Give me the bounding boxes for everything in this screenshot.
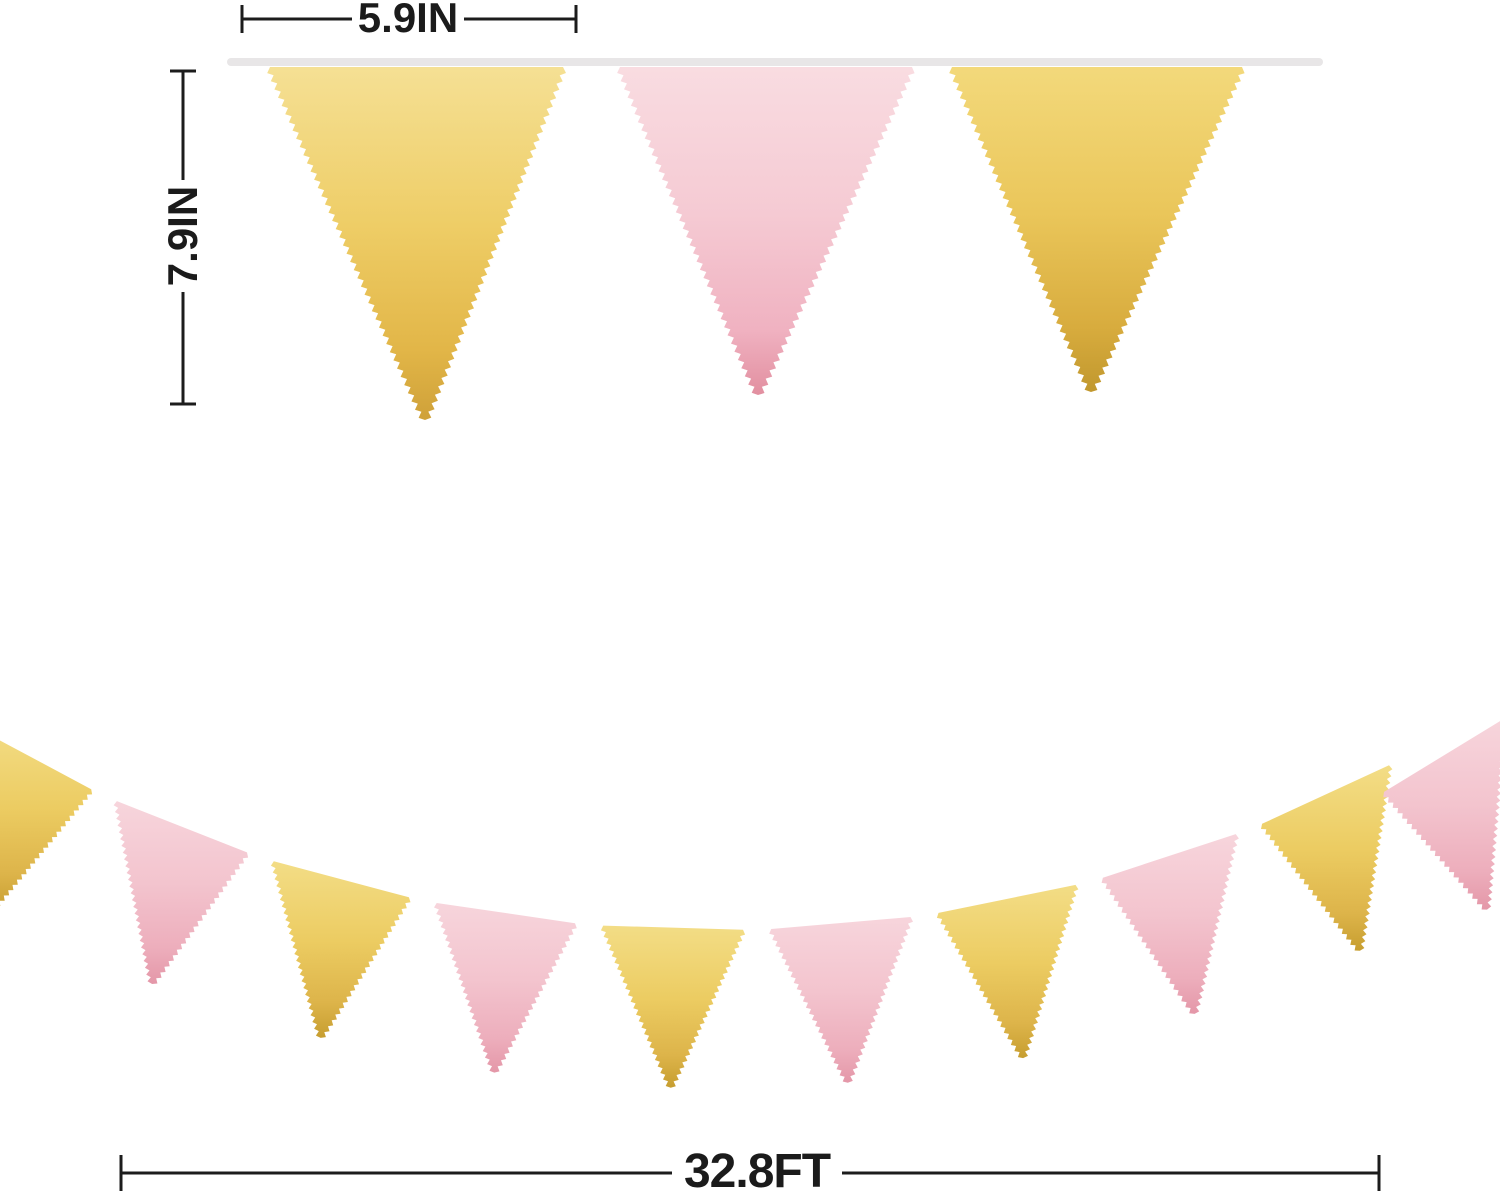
bottom-pennant-9-gold [1261, 765, 1393, 951]
bottom-pennant-8-pink [1101, 834, 1239, 1014]
bottom-pennant-4-pink [434, 903, 577, 1073]
top-pennant-2-pink [617, 67, 915, 395]
bottom-pennant-2-pink [113, 801, 249, 984]
hanging-ribbon [227, 58, 1323, 66]
top-pennant-3-gold [949, 67, 1245, 392]
bottom-pennant-6-pink [769, 917, 913, 1083]
bottom-pennant-3-gold [270, 861, 411, 1038]
bottom-pennant-10-pink [1383, 721, 1500, 910]
bottom-pennant-1-gold [0, 740, 93, 907]
flag-height-label: 7.9IN [159, 185, 206, 287]
banner-length-label: 32.8FT [683, 1145, 831, 1195]
top-pennant-1-gold [267, 67, 566, 420]
bottom-pennant-7-gold [936, 884, 1079, 1059]
flag-width-label: 5.9IN [357, 0, 459, 41]
dimension-lines [119, 5, 1381, 1191]
bottom-pennant-5-gold [600, 925, 746, 1088]
